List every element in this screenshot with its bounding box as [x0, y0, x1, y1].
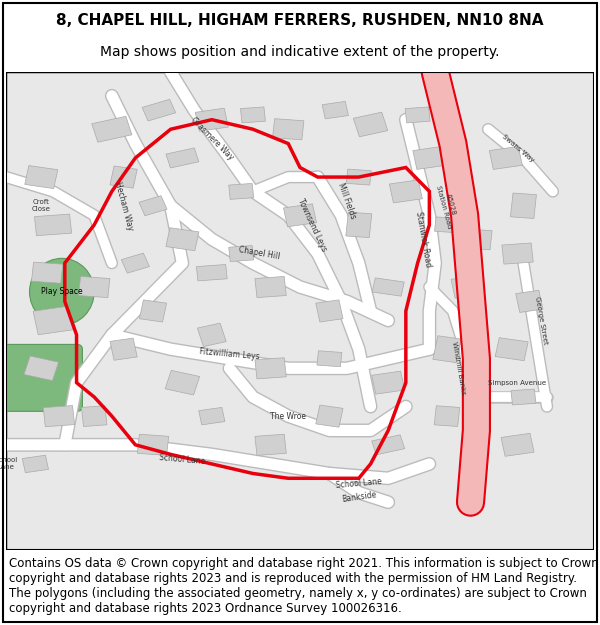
Bar: [451, 276, 478, 298]
Bar: [142, 99, 176, 121]
Text: Stanwick Road: Stanwick Road: [414, 211, 433, 268]
Bar: [515, 290, 543, 312]
Bar: [255, 434, 286, 456]
Bar: [316, 300, 343, 322]
Bar: [434, 406, 460, 426]
Bar: [137, 434, 169, 456]
Text: Swans Way: Swans Way: [500, 133, 535, 163]
Bar: [199, 408, 225, 425]
Bar: [501, 433, 534, 456]
Text: Croft
Close: Croft Close: [32, 199, 51, 212]
Bar: [461, 229, 492, 250]
Bar: [511, 389, 536, 405]
Text: School Lane: School Lane: [159, 452, 206, 466]
Bar: [316, 405, 343, 428]
FancyBboxPatch shape: [0, 344, 82, 411]
Text: Fitzwilliam Leys: Fitzwilliam Leys: [199, 347, 260, 361]
Bar: [317, 351, 342, 367]
Bar: [195, 108, 229, 131]
Bar: [372, 435, 404, 455]
Bar: [272, 119, 304, 140]
Bar: [24, 356, 59, 381]
Bar: [34, 214, 71, 236]
Bar: [283, 204, 317, 227]
Text: Windmill Banks: Windmill Banks: [451, 341, 466, 396]
Text: George Street: George Street: [534, 296, 548, 345]
Bar: [197, 323, 226, 346]
Bar: [389, 180, 422, 203]
Bar: [511, 193, 536, 219]
Bar: [346, 169, 371, 185]
Text: Contains OS data © Crown copyright and database right 2021. This information is : Contains OS data © Crown copyright and d…: [9, 557, 599, 615]
Bar: [434, 217, 460, 233]
Bar: [82, 406, 107, 426]
Bar: [495, 338, 528, 361]
Text: A5028
Station Road: A5028 Station Road: [435, 182, 459, 229]
Bar: [25, 166, 58, 189]
Bar: [139, 196, 167, 216]
Text: Chapel Hill: Chapel Hill: [238, 246, 280, 262]
Bar: [255, 276, 286, 298]
Text: Map shows position and indicative extent of the property.: Map shows position and indicative extent…: [100, 45, 500, 59]
Bar: [502, 243, 533, 264]
Bar: [353, 112, 388, 137]
Bar: [165, 371, 200, 395]
Bar: [33, 306, 73, 335]
Bar: [255, 357, 286, 379]
Bar: [92, 116, 132, 142]
Bar: [433, 336, 461, 362]
Text: Grasmere Way: Grasmere Way: [189, 116, 235, 162]
Bar: [196, 264, 227, 281]
Bar: [372, 278, 404, 296]
Bar: [79, 276, 110, 298]
Bar: [22, 455, 49, 472]
Text: Simpson Avenue: Simpson Avenue: [488, 379, 547, 386]
Text: Play Space: Play Space: [41, 288, 83, 296]
Bar: [241, 107, 265, 123]
Bar: [110, 338, 137, 360]
Bar: [31, 262, 63, 283]
Bar: [110, 166, 137, 188]
Bar: [405, 107, 430, 123]
Bar: [229, 183, 254, 199]
Bar: [121, 253, 149, 273]
Bar: [166, 228, 199, 251]
Bar: [413, 146, 446, 169]
Text: Bankside: Bankside: [341, 491, 377, 504]
Bar: [489, 146, 523, 169]
Bar: [322, 101, 349, 119]
Bar: [346, 212, 372, 238]
Text: Hecham Way: Hecham Way: [113, 181, 134, 231]
Bar: [166, 148, 199, 168]
Bar: [371, 371, 405, 394]
Bar: [229, 246, 254, 261]
Bar: [43, 406, 74, 427]
Text: Townsend Leys: Townsend Leys: [296, 197, 328, 252]
Text: 8, CHAPEL HILL, HIGHAM FERRERS, RUSHDEN, NN10 8NA: 8, CHAPEL HILL, HIGHAM FERRERS, RUSHDEN,…: [56, 12, 544, 28]
Text: Mill Fields: Mill Fields: [337, 182, 358, 220]
Text: School Lane: School Lane: [335, 477, 382, 489]
Ellipse shape: [29, 258, 94, 325]
Bar: [139, 300, 167, 322]
Text: The Wroe: The Wroe: [270, 412, 306, 421]
Text: School
Lane: School Lane: [0, 458, 17, 471]
